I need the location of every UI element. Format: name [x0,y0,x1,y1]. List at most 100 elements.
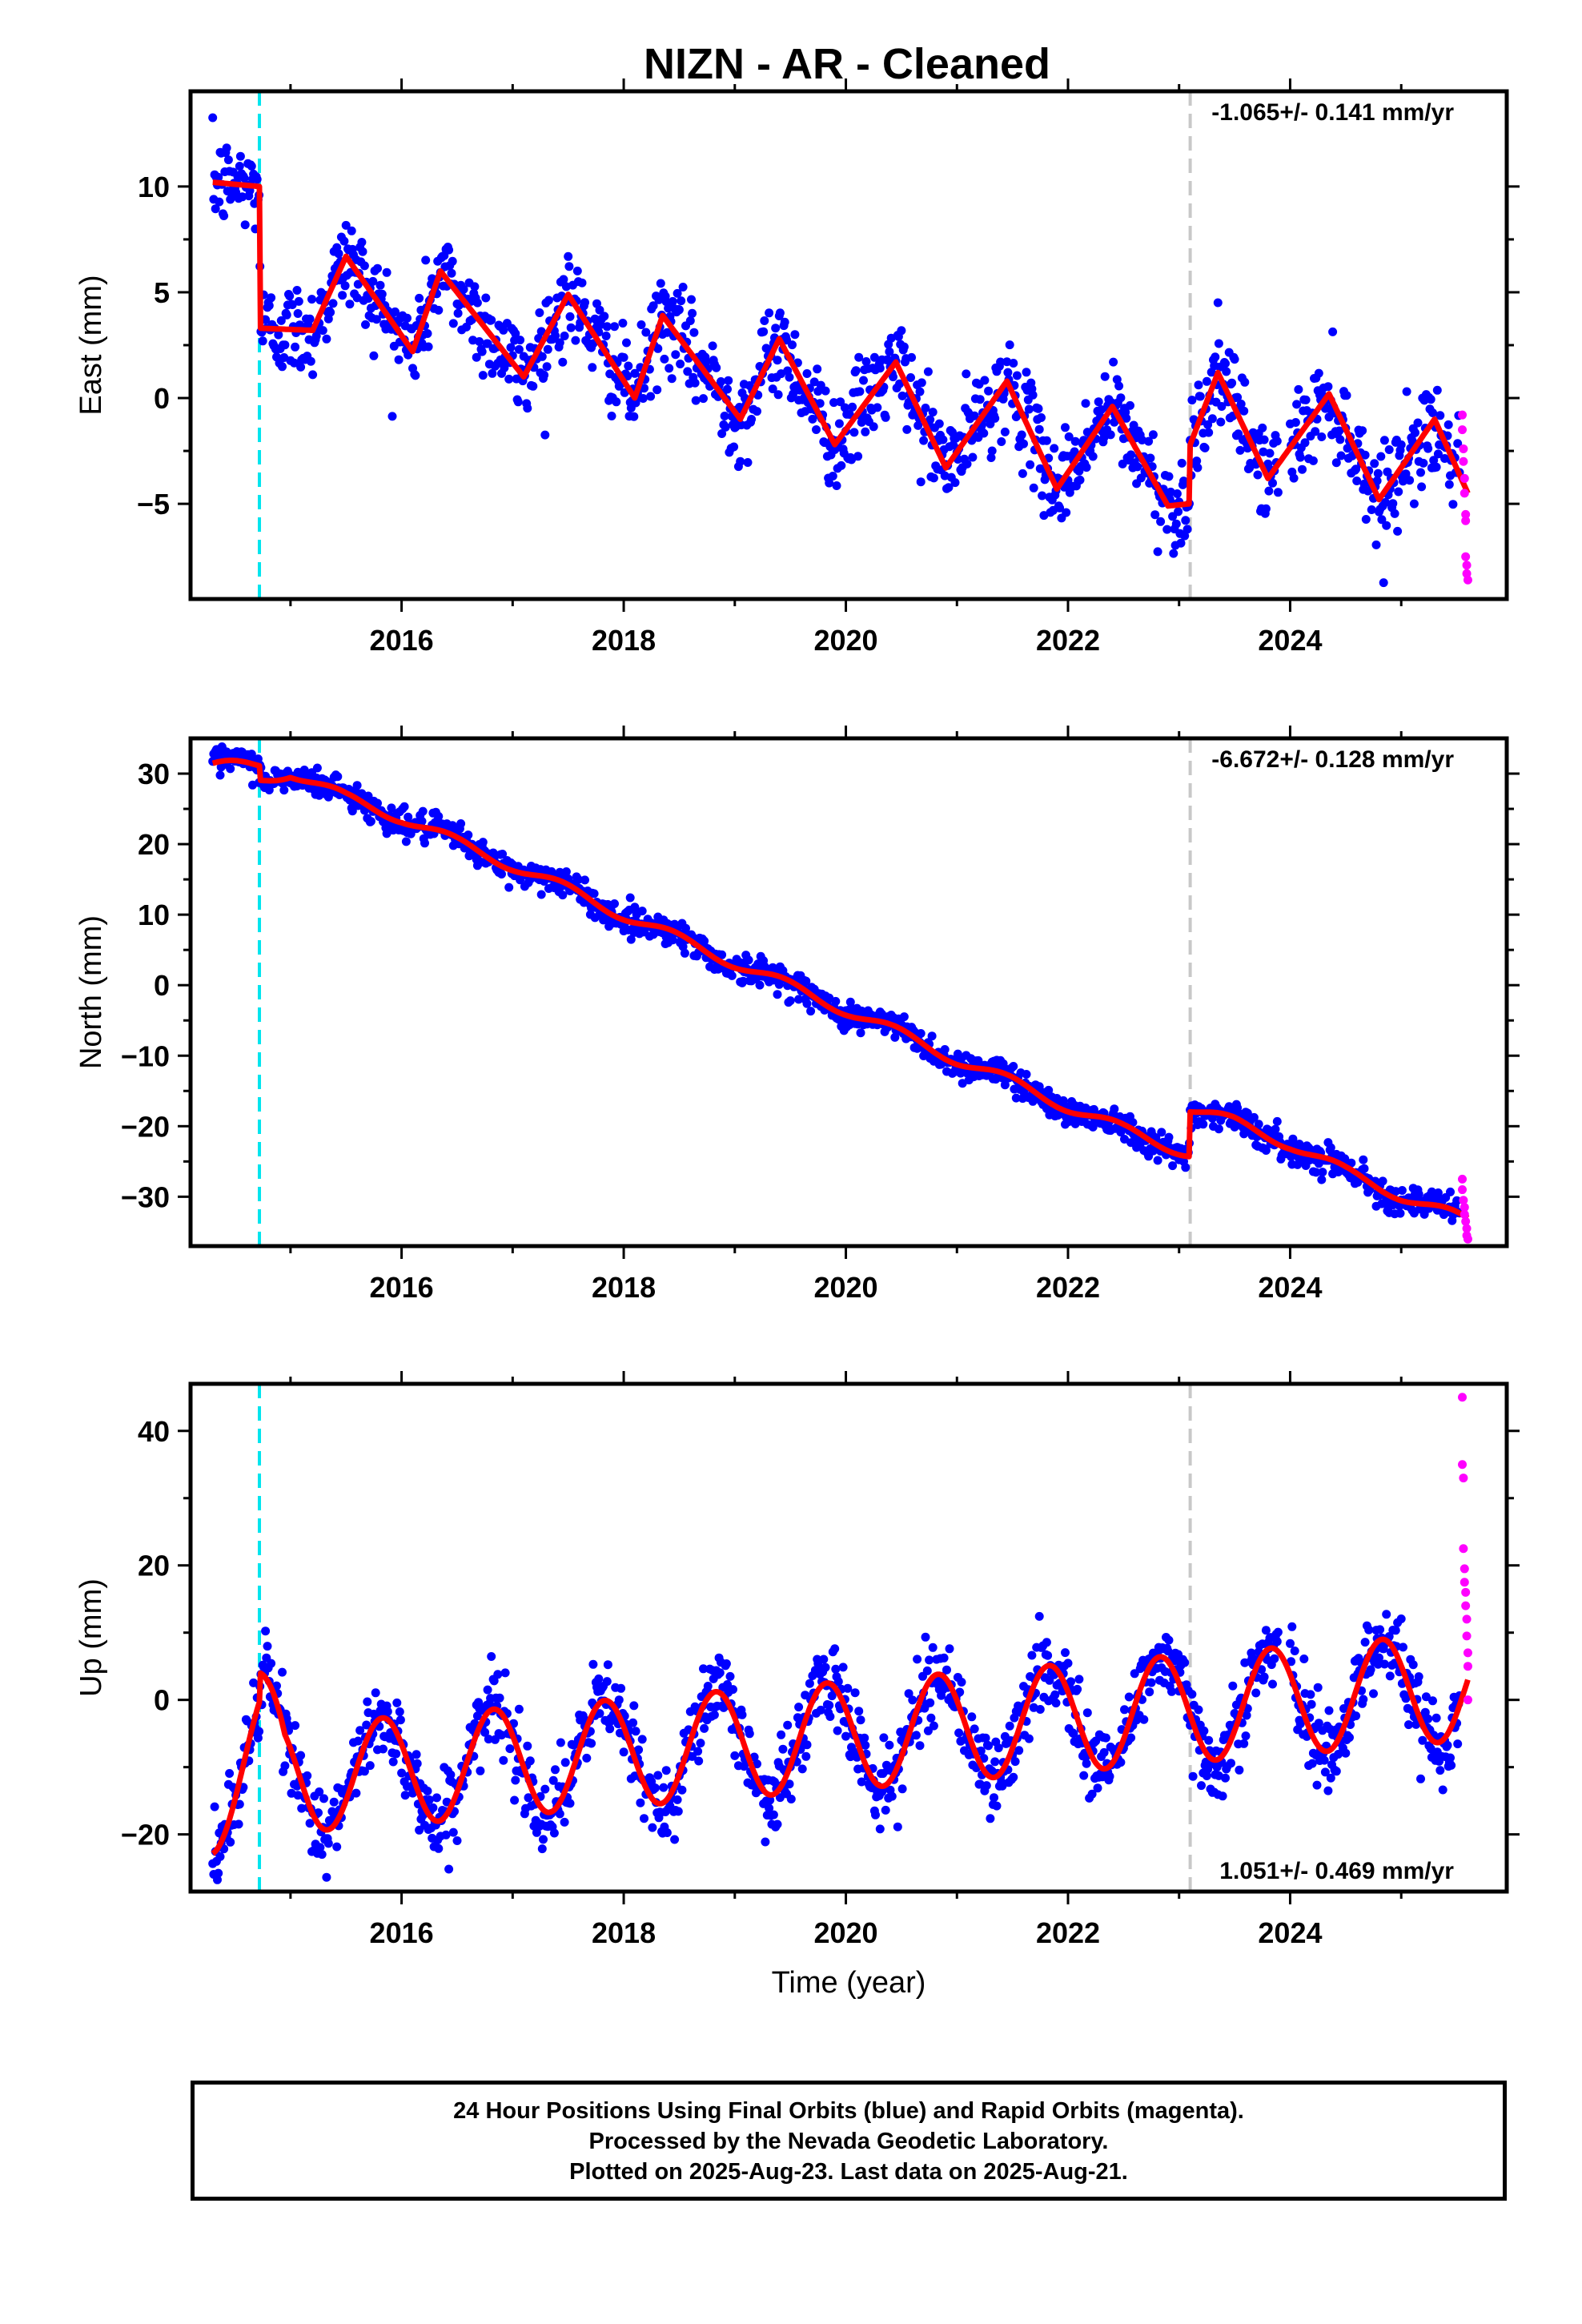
final-orbit-point [353,279,363,289]
final-orbit-point [1361,515,1371,524]
final-orbit-point [992,1801,1002,1811]
final-orbit-point [994,1743,1003,1753]
final-orbit-point [802,999,812,1008]
final-orbit-point [940,1045,950,1054]
final-orbit-point [1105,1771,1114,1781]
final-orbit-point [908,1695,917,1705]
final-orbit-point [916,1029,926,1038]
final-orbit-point [819,1655,829,1664]
final-orbit-point [770,1777,779,1787]
final-orbit-point [1294,384,1303,394]
final-orbit-point [1153,547,1162,557]
final-orbit-point [345,300,355,309]
final-orbit-point [252,175,262,184]
final-orbit-point [833,1726,842,1735]
final-orbit-point [1063,1659,1073,1668]
y-tick-label: −10 [121,1039,170,1072]
final-orbit-point [688,308,697,318]
final-orbit-point [489,1676,499,1686]
final-orbit-point [954,1728,964,1738]
final-orbit-point [967,1712,977,1722]
final-orbit-point [1413,418,1423,428]
final-orbit-point [1369,1689,1378,1699]
final-orbit-point [368,276,378,286]
final-orbit-point [411,371,420,380]
final-orbit-point [1240,377,1250,387]
rate-label: -6.672+/- 0.128 mm/yr [1211,746,1454,773]
final-orbit-point [1081,399,1090,408]
final-orbit-point [1070,436,1080,446]
plot-frame [188,89,1509,601]
final-orbit-point [1038,491,1047,501]
final-orbit-point [929,473,938,483]
final-orbit-point [1324,1706,1334,1715]
final-orbit-point [291,342,300,352]
final-orbit-point [860,1733,869,1743]
final-orbit-point [456,819,466,828]
final-orbit-point [1055,503,1065,513]
final-orbit-point [696,1739,705,1748]
final-orbit-point [1241,1731,1251,1741]
final-orbit-point [962,369,971,379]
final-orbit-point [630,903,640,912]
final-orbit-point [1194,1705,1203,1715]
final-orbit-point [1014,1746,1024,1755]
final-orbit-point [1367,505,1376,514]
rapid-orbit-point [1461,1601,1471,1610]
final-orbit-point [403,313,412,323]
caption-line-2: Processed by the Nevada Geodetic Laborat… [588,2129,1109,2154]
final-orbit-point [1118,459,1127,468]
x-tick-label: 2018 [592,624,656,657]
final-orbit-point [950,478,960,488]
final-orbit-point [510,1795,520,1805]
final-orbit-point [1005,1721,1014,1731]
final-orbit-point [1197,1781,1206,1791]
final-orbit-point [1034,424,1044,434]
final-orbit-point [688,1751,697,1761]
final-orbit-point [1188,1771,1198,1781]
final-orbit-point [276,316,286,325]
final-orbit-point [641,328,651,337]
final-orbit-point [1382,521,1391,530]
final-orbit-point [638,394,648,403]
final-orbit-point [986,1814,995,1823]
final-orbit-point [340,281,350,291]
final-orbit-point [428,1803,438,1812]
final-orbit-point [897,391,907,400]
final-orbit-point [548,1775,558,1785]
final-orbit-point [853,452,863,461]
final-orbit-point [1370,459,1379,468]
final-orbit-point [1326,1773,1335,1783]
rapid-orbit-point [1459,444,1468,453]
final-orbit-point [396,1715,405,1725]
final-orbit-point [505,1744,515,1754]
final-orbit-point [997,437,1006,446]
final-orbit-point [1416,468,1425,477]
final-orbit-point [703,1682,713,1691]
final-orbit-point [683,367,693,376]
final-orbit-point [850,1688,860,1698]
final-orbit-point [1204,428,1214,437]
final-orbit-point [656,279,665,288]
final-orbit-point [775,308,785,318]
final-orbit-point [601,332,611,340]
final-orbit-point [1074,1675,1084,1684]
final-orbit-point [687,295,696,304]
final-orbit-point [1423,1714,1433,1723]
final-orbit-point [543,344,552,354]
y-tick-label: 0 [154,1684,170,1717]
final-orbit-point [1222,367,1231,376]
final-orbit-point [495,1693,504,1703]
final-orbit-point [448,1827,458,1837]
final-orbit-point [926,1713,936,1723]
final-orbit-point [1051,1699,1061,1708]
final-orbit-point [559,275,568,284]
final-orbit-point [1307,1759,1317,1768]
final-orbit-point [955,1687,965,1697]
plot-frame [188,736,1509,1248]
final-orbit-point [424,342,433,352]
final-orbit-point [1448,500,1458,509]
final-orbit-point [829,398,838,408]
final-orbit-point [1227,1759,1235,1768]
final-orbit-point [448,256,457,266]
